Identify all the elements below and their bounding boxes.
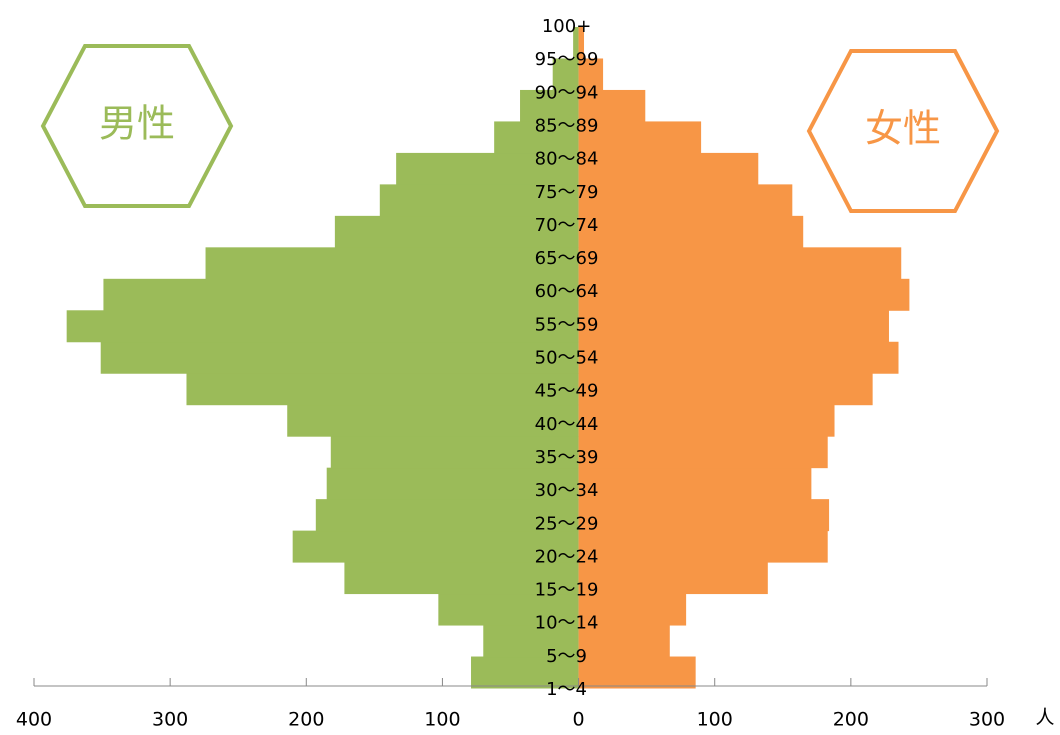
category-label: 80～84 (535, 149, 599, 170)
category-label: 20～24 (535, 546, 599, 567)
x-tick-label: 200 (833, 709, 869, 731)
category-label: 10～14 (535, 613, 599, 634)
bar (578, 404, 835, 437)
category-label: 35～39 (535, 447, 599, 468)
bar (578, 58, 604, 91)
category-label: 65～69 (535, 248, 599, 269)
bar (287, 404, 579, 437)
category-label: 90～94 (535, 82, 599, 103)
x-unit: 人 (1035, 707, 1054, 729)
bar (292, 530, 579, 563)
bar (578, 373, 873, 406)
bar (438, 593, 579, 626)
x-tick-label: 100 (424, 709, 460, 731)
category-label: 70～74 (535, 215, 599, 236)
x-tick-label: 300 (152, 709, 188, 731)
bar (344, 562, 579, 595)
bar (379, 184, 579, 217)
x-tick-label: 200 (288, 709, 324, 731)
bar (578, 656, 696, 689)
x-tick-label: 300 (969, 709, 1005, 731)
bar (578, 593, 687, 626)
bar (578, 562, 768, 595)
bar (205, 247, 579, 280)
bar (578, 27, 585, 59)
x-tick-label: 400 (16, 709, 52, 731)
category-label: 30～34 (535, 480, 599, 501)
bar (578, 121, 702, 154)
legend-hexagon (40, 44, 234, 208)
bar (578, 467, 812, 500)
category-label: 60～64 (535, 281, 599, 302)
bar (334, 215, 579, 248)
bar (483, 625, 579, 658)
bar (103, 278, 579, 311)
bar (326, 467, 579, 500)
bar (578, 184, 793, 217)
category-label: 75～79 (535, 182, 599, 203)
legend-label: 女性 (865, 107, 941, 151)
bar (578, 89, 646, 122)
bar (186, 373, 579, 406)
bar (494, 121, 579, 154)
category-label: 100+ (542, 16, 591, 37)
bar (578, 530, 828, 563)
category-label: 45～49 (535, 381, 599, 402)
x-tick-label: 0 (573, 709, 585, 731)
bar (471, 656, 579, 689)
bar (578, 625, 670, 658)
bar (578, 278, 910, 311)
bar (573, 27, 579, 59)
category-label: 85～89 (535, 115, 599, 136)
legend-hexagon (806, 49, 1000, 213)
bar (578, 310, 889, 343)
category-label: 55～59 (535, 314, 599, 335)
bar (396, 152, 579, 185)
category-label: 15～19 (535, 580, 599, 601)
bar (578, 152, 759, 185)
x-tick-label: 100 (697, 709, 733, 731)
category-label: 50～54 (535, 348, 599, 369)
category-label: 40～44 (535, 414, 599, 435)
bar (578, 499, 830, 532)
bar (315, 499, 579, 532)
bar (578, 436, 828, 469)
category-label: 95～99 (535, 49, 599, 70)
bar (520, 89, 579, 122)
category-label: 5～9 (546, 646, 587, 667)
bar (578, 341, 899, 374)
bar (330, 436, 579, 469)
bar (552, 58, 579, 91)
category-label: 25～29 (535, 513, 599, 534)
bar (578, 215, 804, 248)
bar (578, 247, 902, 280)
bar (66, 310, 579, 343)
bar (100, 341, 579, 374)
legend-label: 男性 (99, 102, 175, 146)
category-label: 1～4 (546, 679, 587, 700)
